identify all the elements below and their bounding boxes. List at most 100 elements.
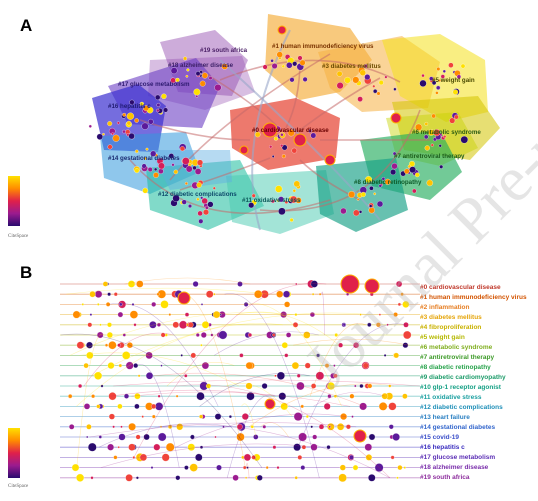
network-node (276, 51, 283, 58)
network-node (156, 108, 160, 113)
timeline-link (235, 311, 340, 346)
timeline-node (310, 425, 314, 429)
timeline-node (250, 425, 254, 429)
timeline-node (94, 290, 103, 298)
timeline-node (333, 364, 336, 367)
network-node (163, 107, 169, 113)
timeline-node (295, 282, 298, 286)
network-node (185, 74, 189, 78)
legend-cluster-6: #6 metabolic syndrome (420, 344, 493, 351)
network-node (278, 196, 285, 203)
timeline-node (291, 361, 300, 370)
timeline-node (402, 342, 409, 349)
timeline-node (72, 310, 81, 319)
timeline-node (378, 402, 388, 411)
timeline-node (135, 476, 139, 480)
timeline-node (151, 414, 156, 419)
timeline-hub-node (264, 398, 276, 410)
timeline-node (236, 432, 245, 442)
network-node (153, 167, 158, 172)
network-node (378, 80, 384, 86)
network-node (423, 134, 429, 140)
timeline-link (321, 291, 325, 336)
timeline-node (392, 433, 400, 441)
timeline-node (68, 424, 75, 430)
network-node (360, 191, 366, 198)
timeline-node (154, 402, 164, 411)
timeline-node (134, 403, 140, 410)
network-node (436, 85, 441, 90)
network-node (153, 172, 159, 178)
network-node (184, 181, 188, 186)
timeline-node (296, 381, 305, 391)
timeline-link (124, 277, 251, 285)
network-node (205, 205, 209, 210)
timeline-node (388, 424, 394, 430)
timeline-node (280, 311, 287, 318)
network-node (196, 182, 202, 188)
network-node (357, 96, 363, 102)
network-node (150, 150, 157, 157)
timeline-node (334, 333, 339, 337)
timeline-node (246, 466, 249, 469)
network-node (289, 218, 294, 222)
network-node (376, 200, 384, 208)
timeline-node (108, 413, 115, 420)
network-node (175, 77, 180, 83)
timeline-node (256, 474, 263, 481)
network-node (281, 144, 288, 151)
timeline-node (120, 425, 123, 429)
year-scale-b (8, 428, 20, 478)
network-node (143, 156, 147, 161)
timeline-node (189, 463, 198, 472)
timeline-node (311, 292, 315, 296)
timeline-node (300, 465, 306, 470)
timeline-hub-node (353, 429, 367, 443)
net-label-12: #12 diabetic complications (158, 191, 237, 198)
timeline-node (354, 384, 357, 388)
timeline-node (274, 374, 277, 378)
timeline-node (81, 303, 85, 306)
timeline-node (118, 363, 123, 368)
timeline-node (282, 290, 291, 298)
timeline-node (133, 363, 139, 369)
timeline-node (388, 384, 392, 388)
timeline-node (184, 374, 188, 378)
network-node (424, 122, 429, 126)
network-node (128, 132, 135, 140)
timeline-node (324, 363, 330, 368)
legend-cluster-1: #1 human immunodeficiency virus (420, 294, 527, 301)
legend-cluster-18: #18 alzheimer disease (420, 464, 489, 471)
timeline-node (345, 424, 351, 430)
network-node (126, 120, 132, 126)
network-node (214, 84, 222, 92)
network-node (372, 84, 376, 88)
network-node (185, 165, 193, 173)
network-node (280, 133, 284, 137)
network-node (156, 103, 161, 107)
timeline-node (305, 415, 309, 419)
legend-cluster-5: #5 weight gain (420, 334, 465, 341)
timeline-link (248, 383, 394, 428)
network-node (193, 88, 201, 96)
network-node (299, 59, 306, 66)
timeline-node (339, 464, 346, 471)
timeline-node (327, 382, 335, 390)
legend-cluster-17: #17 glucose metabolism (420, 454, 496, 461)
timeline-node (201, 361, 210, 370)
network-node (336, 82, 344, 90)
network-node (414, 172, 420, 178)
timeline-node (196, 392, 205, 401)
timeline-link (213, 331, 319, 356)
network-node (449, 117, 456, 124)
timeline-node (342, 323, 346, 327)
timeline-node (200, 343, 203, 347)
legend-cluster-0: #0 cardiovascular disease (420, 284, 501, 291)
network-node (203, 209, 209, 216)
timeline-node (340, 413, 348, 421)
timeline-node (285, 332, 292, 338)
timeline-node (133, 323, 137, 327)
timeline-node (127, 280, 136, 288)
timeline-node (151, 301, 157, 307)
